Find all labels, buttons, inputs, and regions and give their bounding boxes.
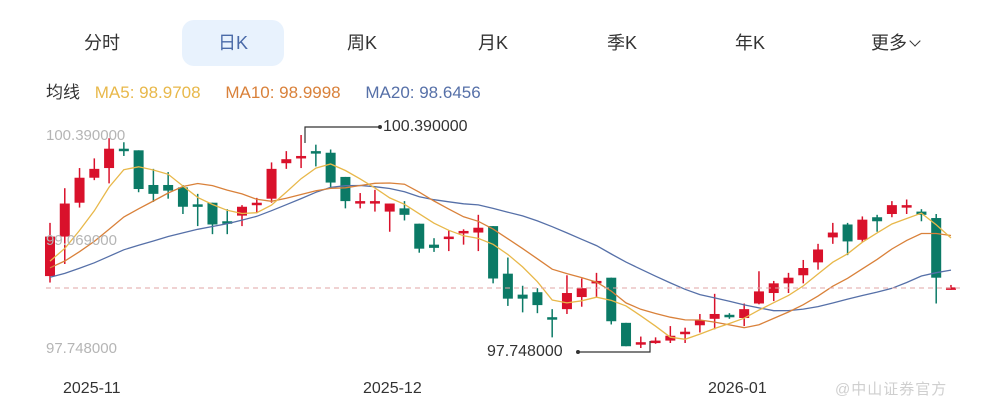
min-price-annotation: 97.748000 xyxy=(487,343,563,360)
candle-body xyxy=(281,159,292,164)
candle-body xyxy=(842,224,853,242)
x-axis-label-2025-11: 2025-11 xyxy=(63,380,121,397)
candle-body xyxy=(148,184,159,194)
candle-body xyxy=(798,268,809,276)
candle-body xyxy=(296,155,307,159)
candle-body xyxy=(901,205,912,208)
candle-body xyxy=(488,226,499,279)
candle-body xyxy=(886,205,897,215)
candle-body xyxy=(443,236,454,240)
candle-body xyxy=(399,208,410,215)
min-leader-line xyxy=(578,341,651,353)
period-tabs: 分时 日K 周K 月K 季K 年K 更多 xyxy=(0,20,999,66)
candle-body xyxy=(768,283,779,294)
candle-body xyxy=(384,203,395,212)
candle-body xyxy=(429,244,440,248)
x-axis-label-2025-12: 2025-12 xyxy=(363,380,422,397)
candle-body xyxy=(665,335,676,341)
candle-body xyxy=(813,249,824,263)
candle-body xyxy=(310,151,321,154)
candle-body xyxy=(945,287,956,290)
candles-group xyxy=(45,135,956,348)
y-axis-label-mid: 99.069000 xyxy=(46,232,117,249)
candle-body xyxy=(59,203,70,237)
ma5-value: MA5: 98.9708 xyxy=(94,83,201,102)
min-leader-dot xyxy=(576,350,580,354)
candle-body xyxy=(237,206,248,216)
tab-intraday[interactable]: 分时 xyxy=(84,33,120,53)
candle-body xyxy=(177,187,188,207)
candle-body xyxy=(207,202,218,225)
candle-body xyxy=(74,177,85,203)
max-price-annotation: 100.390000 xyxy=(383,118,468,135)
candle-body xyxy=(473,227,484,233)
candle-body xyxy=(266,168,277,199)
candle-body xyxy=(133,150,144,190)
candle-body xyxy=(561,293,572,310)
watermark: @中山证券官方 xyxy=(835,381,948,398)
ma-legend-label: 均线 xyxy=(46,83,80,102)
ma-legend: 均线 MA5: 98.9708 MA10: 98.9998 MA20: 98.6… xyxy=(46,78,501,103)
max-leader-line xyxy=(304,126,380,143)
candle-body xyxy=(163,184,174,191)
ma20-value: MA20: 98.6456 xyxy=(365,83,481,102)
candle-body xyxy=(251,202,262,206)
candle-body xyxy=(222,221,233,224)
ma10-line xyxy=(49,182,952,329)
y-axis-label-max: 100.390000 xyxy=(46,127,126,144)
candle-body xyxy=(872,217,883,222)
candle-body xyxy=(355,201,366,204)
candle-body xyxy=(827,232,838,238)
candle-body xyxy=(739,309,750,319)
candle-body xyxy=(45,236,55,277)
candle-body xyxy=(340,176,351,202)
candle-body xyxy=(89,168,100,178)
tab-yearly-k[interactable]: 年K xyxy=(734,33,765,53)
candle-body xyxy=(724,314,735,318)
candle-body xyxy=(931,218,942,278)
x-axis-label-2026-01: 2026-01 xyxy=(708,380,767,397)
ma10-value: MA10: 98.9998 xyxy=(225,83,341,102)
candle-body xyxy=(414,223,425,249)
candle-body xyxy=(680,331,691,335)
candle-body xyxy=(502,273,513,299)
candle-body xyxy=(650,340,661,344)
candle-body xyxy=(635,342,646,345)
candle-body xyxy=(369,201,380,204)
candle-body xyxy=(606,277,617,322)
candle-body xyxy=(118,148,129,152)
candle-body xyxy=(325,152,336,183)
candle-body xyxy=(621,322,632,347)
candle-body xyxy=(517,294,528,299)
candle-body xyxy=(709,313,720,319)
candle-body xyxy=(192,204,203,207)
y-axis-label-min: 97.748000 xyxy=(46,340,117,357)
candle-body xyxy=(694,320,705,326)
candle-body xyxy=(532,292,543,306)
candle-body xyxy=(783,277,794,284)
ma5-line xyxy=(49,163,952,340)
ma20-line xyxy=(49,184,952,312)
candle-body xyxy=(576,288,587,298)
tab-monthly-k[interactable]: 月K xyxy=(477,33,508,53)
tab-more-label: 更多 xyxy=(871,33,907,53)
tab-more[interactable]: 更多 xyxy=(850,20,940,66)
candle-body xyxy=(104,148,115,169)
tab-quarterly-k[interactable]: 季K xyxy=(606,33,637,53)
tab-weekly-k[interactable]: 周K xyxy=(346,33,377,53)
candle-body xyxy=(547,317,558,320)
max-leader-dot xyxy=(378,125,382,129)
candle-body xyxy=(753,291,764,304)
candle-body xyxy=(857,219,868,240)
candle-body xyxy=(458,230,469,234)
tab-daily-k[interactable]: 日K xyxy=(182,20,284,66)
